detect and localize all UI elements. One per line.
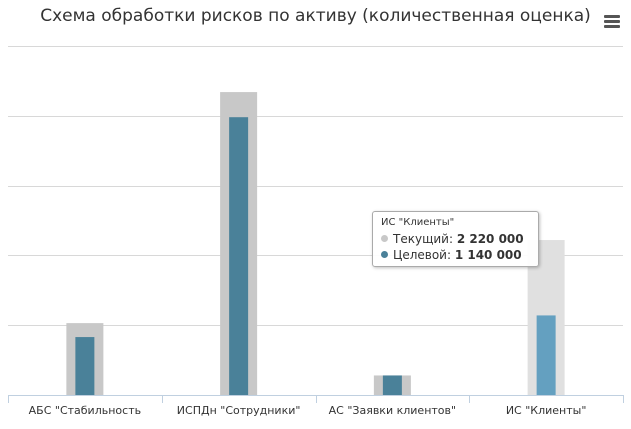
tooltip-row-current: Текущий: 2 220 000	[381, 231, 530, 247]
bar-target[interactable]	[75, 337, 95, 395]
menu-bar-middle	[604, 20, 620, 23]
tooltip-title: ИС "Клиенты"	[381, 217, 455, 228]
x-axis	[8, 395, 624, 403]
x-axis-labels: АБС "Стабильность ИСПДн "Сотрудники" АС "З…	[29, 404, 587, 417]
bar-target[interactable]	[382, 375, 402, 395]
menu-bar-bottom	[604, 25, 620, 28]
tooltip: ИС "Клиенты" Текущий: 2 220 000 Целевой:…	[372, 211, 539, 267]
tooltip-target-value: 1 140 000	[454, 248, 522, 262]
tooltip-target-label: Целевой	[393, 248, 447, 262]
x-tick-label: ИСПДн "Сотрудники"	[177, 404, 301, 417]
bars	[66, 92, 565, 396]
hamburger-menu-icon[interactable]	[603, 14, 621, 30]
x-tick-label: АБС "Стабильность	[29, 404, 141, 417]
bar-target[interactable]	[536, 315, 556, 395]
chart-title: Схема обработки рисков по активу (количе…	[40, 6, 591, 26]
tooltip-row-target: Целевой: 1 140 000	[381, 247, 530, 263]
tooltip-current-value: 2 220 000	[456, 232, 524, 246]
tooltip-target-dot	[381, 251, 388, 258]
menu-bar-top	[604, 15, 620, 18]
bar-target[interactable]	[229, 117, 249, 396]
x-tick-label: ИС "Клиенты"	[506, 404, 587, 417]
x-tick-label: АС "Заявки клиентов"	[329, 404, 456, 417]
tooltip-current-label: Текущий	[393, 232, 449, 246]
tooltip-current-dot	[381, 235, 388, 242]
